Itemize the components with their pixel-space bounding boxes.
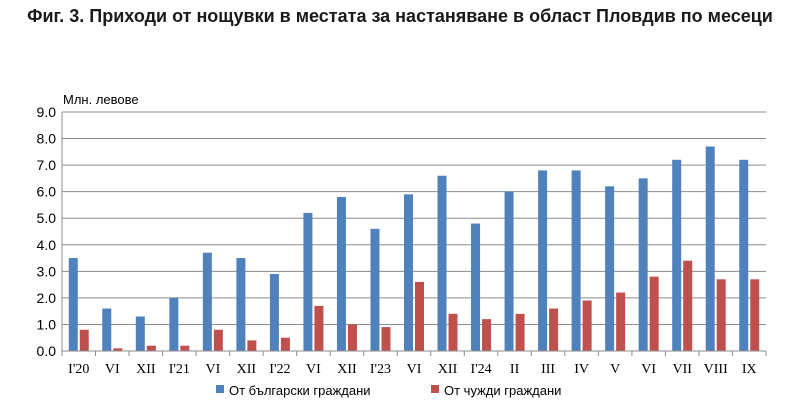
y-tick-label: 8.0 <box>37 131 57 147</box>
bar-foreign <box>180 345 190 351</box>
y-tick-label: 6.0 <box>37 184 57 200</box>
y-tick-label: 0.0 <box>37 343 57 359</box>
x-tick-label: VI <box>641 362 656 377</box>
y-tick-label: 7.0 <box>37 157 57 173</box>
bar-bulgarian <box>303 212 313 351</box>
y-tick-labels: 0.0 1.0 2.0 3.0 4.0 5.0 6.0 7.0 8.0 9.0 <box>37 104 57 359</box>
bar-foreign <box>649 276 659 351</box>
bars <box>68 146 760 351</box>
chart-title: Фиг. 3. Приходи от нощувки в местата за … <box>27 6 773 26</box>
legend-label-foreign: От чужди граждани <box>444 383 561 398</box>
x-tick-label: III <box>541 362 555 377</box>
y-axis-label: Млн. левове <box>63 92 139 107</box>
x-tick-labels: I'20 VI XII I'21 VI XII I'22 VI XII I'23 VI XII I'24… <box>68 362 756 377</box>
x-tick-label: VII <box>672 362 692 377</box>
bar-bulgarian <box>68 258 78 351</box>
bar-bulgarian <box>135 316 145 351</box>
y-tick-label: 1.0 <box>37 316 57 332</box>
bar-bulgarian <box>538 170 548 351</box>
x-tick-label: I'21 <box>169 362 190 377</box>
x-tick-label: XII <box>237 362 257 377</box>
bar-bulgarian <box>336 196 346 351</box>
bar-bulgarian <box>102 308 112 351</box>
bar-foreign <box>247 340 257 351</box>
x-tick-label: VI <box>306 362 321 377</box>
bar-bulgarian <box>404 194 413 351</box>
bar-foreign <box>347 324 357 351</box>
x-tick-label: VIII <box>704 362 728 377</box>
x-tick-label: V <box>610 362 620 377</box>
x-tick-label: VI <box>205 362 220 377</box>
bar-bulgarian <box>437 175 447 351</box>
bar-foreign <box>381 327 391 351</box>
y-tick-label: 5.0 <box>37 210 57 226</box>
x-tick-label: XII <box>337 362 357 377</box>
bar-bulgarian <box>269 273 279 351</box>
x-tick-label: I'20 <box>68 362 89 377</box>
y-tick-label: 2.0 <box>37 290 57 306</box>
legend-swatch-bulgarian <box>216 385 224 393</box>
x-tick-label: I'22 <box>269 362 290 377</box>
bar-foreign <box>415 281 424 351</box>
x-tick-label: IV <box>574 362 589 377</box>
bar-bulgarian <box>236 258 246 351</box>
bar-foreign <box>750 279 760 351</box>
bar-foreign <box>146 345 156 351</box>
axes <box>61 112 767 356</box>
bar-foreign <box>716 279 726 351</box>
y-tick-label: 4.0 <box>37 237 57 253</box>
bar-bulgarian <box>638 178 648 351</box>
bar-foreign <box>113 348 123 351</box>
legend-swatch-foreign <box>431 385 439 393</box>
bar-foreign <box>616 292 626 351</box>
bar-bulgarian <box>571 170 581 351</box>
bar-bulgarian <box>705 146 715 351</box>
bar-foreign <box>448 313 458 351</box>
bar-bulgarian <box>370 228 380 351</box>
bar-foreign <box>549 308 559 351</box>
x-tick-label: XII <box>136 362 156 377</box>
bar-bulgarian <box>169 297 179 351</box>
bar-bulgarian <box>605 186 615 351</box>
bar-foreign <box>280 337 290 351</box>
x-tick-label: VI <box>407 362 422 377</box>
legend-label-bulgarian: От български граждани <box>229 383 371 398</box>
bar-bulgarian <box>672 159 682 351</box>
x-tick-label: I'24 <box>470 362 491 377</box>
y-tick-label: 3.0 <box>37 263 57 279</box>
bar-foreign <box>482 319 492 351</box>
x-tick-label: I'23 <box>370 362 391 377</box>
x-tick-label: XII <box>438 362 458 377</box>
bar-foreign <box>515 313 525 351</box>
y-tick-label: 9.0 <box>37 104 57 120</box>
bar-foreign <box>79 329 89 351</box>
bar-bulgarian <box>504 191 514 351</box>
bar-bulgarian <box>202 252 212 351</box>
gridlines <box>62 111 766 325</box>
x-tick-label: II <box>510 362 520 377</box>
legend: От български граждани От чужди граждани <box>216 383 561 398</box>
bar-foreign <box>683 260 693 351</box>
x-tick-label: IX <box>742 362 757 377</box>
bar-foreign <box>314 305 324 351</box>
bar-bulgarian <box>471 223 481 351</box>
bar-bulgarian <box>739 159 749 351</box>
bar-foreign <box>213 329 223 351</box>
bar-foreign <box>582 300 592 351</box>
x-tick-label: VI <box>105 362 120 377</box>
